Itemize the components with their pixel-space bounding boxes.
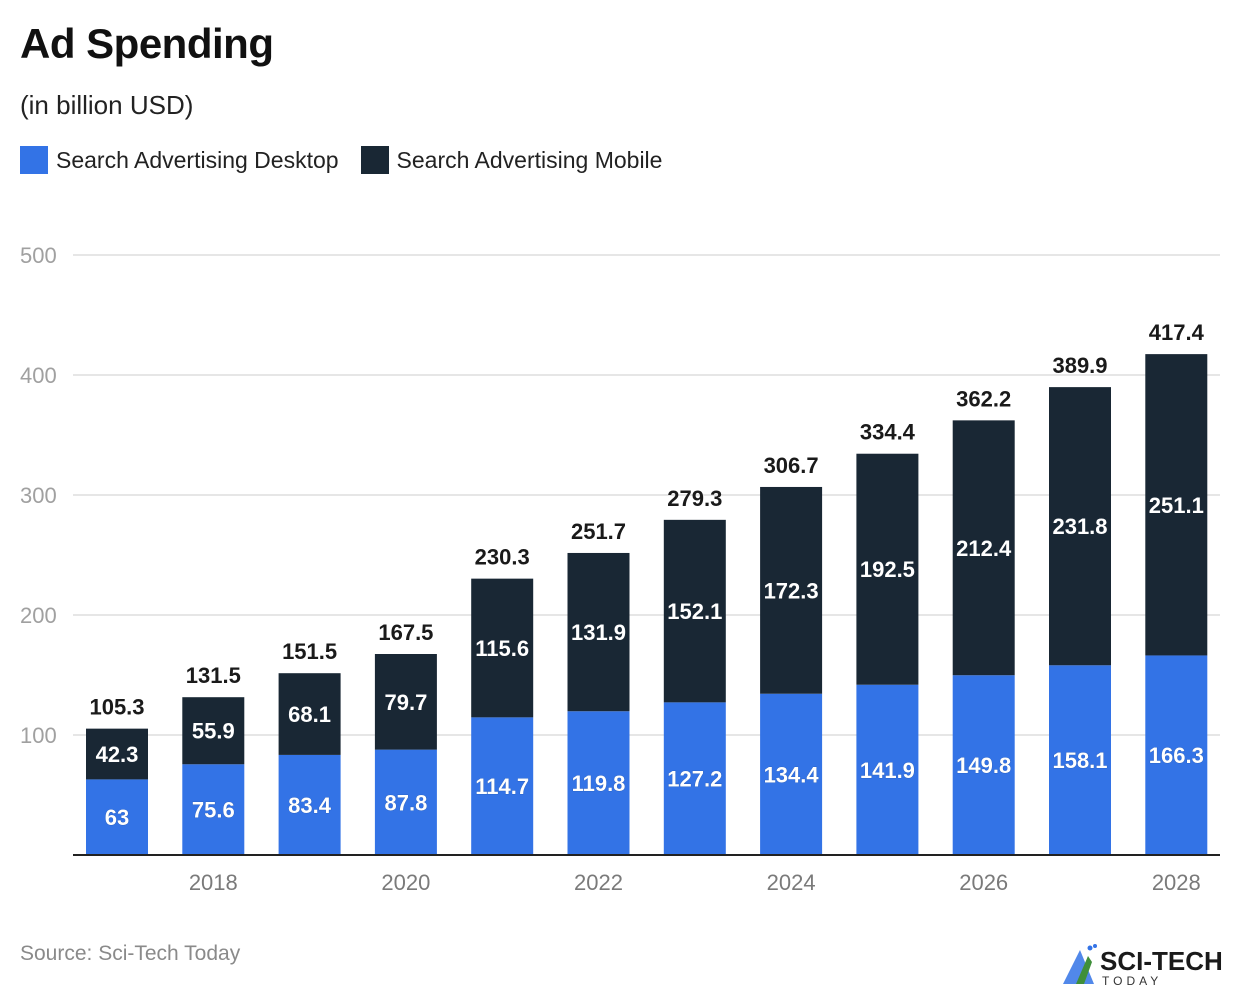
data-label-desktop: 63 (105, 805, 129, 830)
data-label-mobile: 192.5 (860, 557, 915, 582)
data-label-total: 151.5 (282, 639, 337, 664)
bar-desktop (278, 754, 341, 855)
bar-desktop (663, 702, 726, 855)
x-tick-label: 2020 (381, 870, 430, 895)
data-label-mobile: 172.3 (764, 578, 819, 603)
bar-desktop (182, 764, 245, 855)
bar-mobile (663, 519, 726, 703)
bar-mobile (278, 673, 341, 755)
data-label-mobile: 251.1 (1149, 493, 1204, 518)
bar-desktop (856, 684, 919, 855)
data-label-total: 105.3 (89, 695, 144, 720)
source-note: Source: Sci-Tech Today (20, 942, 241, 965)
data-label-mobile: 131.9 (571, 620, 626, 645)
svg-text:TODAY: TODAY (1102, 974, 1162, 987)
data-label-mobile: 212.4 (956, 536, 1012, 561)
bar-mobile (1049, 387, 1111, 666)
bar-desktop (1049, 665, 1111, 855)
data-label-total: 389.9 (1052, 353, 1107, 378)
data-label-mobile: 55.9 (192, 719, 235, 744)
bar-mobile (567, 552, 630, 712)
data-label-mobile: 68.1 (288, 702, 331, 727)
bar-desktop (1145, 655, 1208, 855)
x-tick-label: 2022 (574, 870, 623, 895)
data-label-mobile: 115.6 (475, 636, 529, 661)
bar-desktop (374, 749, 437, 855)
bar-desktop (567, 711, 630, 855)
legend: Search Advertising Desktop Search Advert… (20, 146, 684, 174)
legend-swatch-mobile (360, 146, 389, 174)
bar-mobile (952, 420, 1015, 676)
data-label-desktop: 75.6 (192, 798, 235, 823)
y-tick-label: 500 (20, 243, 57, 268)
y-tick-label: 100 (20, 723, 57, 748)
data-label-total: 131.5 (186, 663, 241, 688)
data-label-total: 279.3 (667, 486, 722, 511)
bar-desktop (952, 675, 1015, 855)
legend-label-mobile: Search Advertising Mobile (396, 146, 663, 173)
legend-swatch-desktop (20, 146, 48, 174)
data-label-total: 230.3 (475, 545, 530, 570)
data-label-desktop: 149.8 (956, 753, 1011, 778)
bar-desktop (471, 717, 534, 855)
y-tick-label: 200 (20, 603, 57, 628)
data-label-desktop: 87.8 (384, 790, 427, 815)
data-label-mobile: 42.3 (96, 742, 139, 767)
data-label-mobile: 152.1 (667, 599, 722, 624)
x-tick-label: 2028 (1152, 870, 1201, 895)
data-label-total: 251.7 (571, 519, 626, 544)
x-tick-label: 2024 (767, 870, 816, 895)
data-label-desktop: 114.7 (475, 774, 529, 799)
data-label-desktop: 83.4 (288, 793, 332, 818)
bar-mobile (760, 486, 823, 694)
x-tick-label: 2018 (189, 870, 238, 895)
data-label-total: 417.4 (1149, 320, 1205, 345)
bar-mobile (374, 654, 437, 750)
data-label-desktop: 127.2 (667, 767, 722, 792)
data-label-mobile: 231.8 (1052, 514, 1107, 539)
svg-text:SCI-TECH: SCI-TECH (1100, 946, 1223, 976)
bar-mobile (856, 453, 919, 685)
bar-mobile (471, 578, 534, 718)
chart-title: Ad Spending (20, 20, 274, 67)
bar-desktop (760, 693, 823, 855)
data-label-desktop: 158.1 (1052, 748, 1107, 773)
data-label-desktop: 119.8 (572, 771, 626, 796)
y-tick-label: 300 (20, 483, 57, 508)
data-label-total: 306.7 (764, 453, 819, 478)
data-label-total: 362.2 (956, 386, 1011, 411)
bar-mobile (1145, 354, 1208, 656)
y-tick-label: 400 (20, 363, 57, 388)
data-label-mobile: 79.7 (384, 690, 427, 715)
legend-label-desktop: Search Advertising Desktop (56, 146, 339, 173)
sci-tech-logo: SCI-TECH TODAY (1063, 944, 1223, 987)
bar-desktop (86, 779, 148, 855)
data-label-total: 334.4 (860, 420, 916, 445)
data-label-desktop: 134.4 (764, 762, 820, 787)
data-label-total: 167.5 (378, 620, 433, 645)
bar-mobile (182, 697, 245, 765)
data-label-desktop: 166.3 (1149, 743, 1204, 768)
x-tick-label: 2026 (959, 870, 1008, 895)
data-label-desktop: 141.9 (860, 758, 915, 783)
chart-subtitle: (in billion USD) (20, 90, 194, 120)
bar-mobile (86, 728, 148, 780)
